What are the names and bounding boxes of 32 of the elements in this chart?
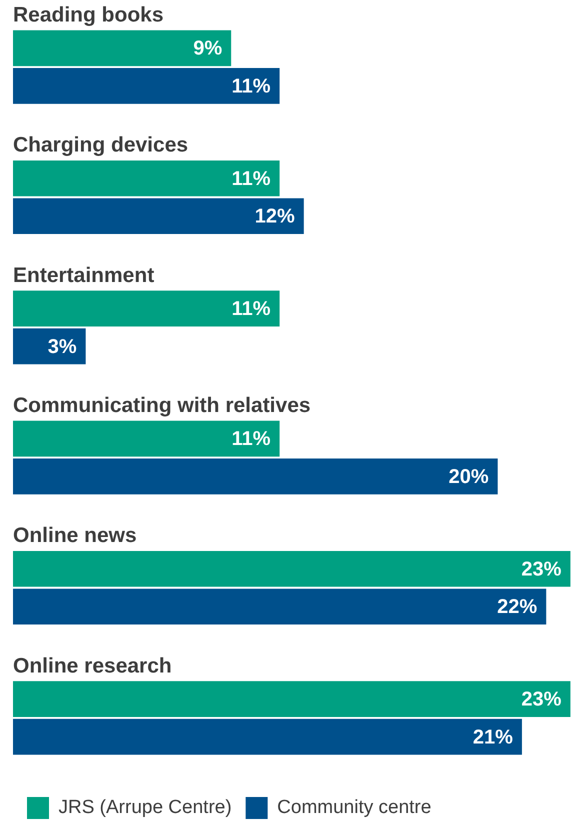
- data-label: 23%: [521, 688, 562, 711]
- data-label: 11%: [232, 298, 271, 320]
- data-label: 11%: [232, 168, 271, 190]
- bar: [13, 420, 280, 457]
- data-label: 3%: [48, 336, 77, 358]
- bar: [13, 30, 232, 66]
- bar: [13, 588, 546, 625]
- bar: [13, 328, 86, 364]
- bar: [13, 718, 522, 755]
- data-label: 11%: [232, 428, 271, 450]
- bar: [13, 160, 280, 196]
- legend-label: Community centre: [277, 797, 432, 818]
- data-label: 20%: [448, 466, 489, 488]
- y-tick-label: Online news: [13, 524, 137, 548]
- data-label: 9%: [193, 38, 222, 60]
- bar: [13, 458, 498, 494]
- bar: [13, 290, 280, 326]
- y-tick-label: Online research: [13, 654, 172, 678]
- data-label: 11%: [232, 75, 271, 98]
- data-label: 22%: [497, 596, 538, 618]
- y-tick-label: Communicating with relatives: [13, 394, 311, 418]
- bar: [13, 68, 280, 104]
- data-label: 23%: [521, 558, 562, 580]
- data-label: 21%: [472, 726, 514, 748]
- y-tick-label: Entertainment: [13, 264, 154, 287]
- bar: [13, 550, 570, 587]
- bar: [13, 198, 304, 234]
- data-label: 12%: [254, 206, 296, 228]
- legend-label: JRS (Arrupe Centre): [58, 797, 232, 818]
- y-tick-label: Reading books: [13, 4, 164, 27]
- y-tick-label: Charging devices: [13, 134, 188, 157]
- bar: [13, 681, 570, 717]
